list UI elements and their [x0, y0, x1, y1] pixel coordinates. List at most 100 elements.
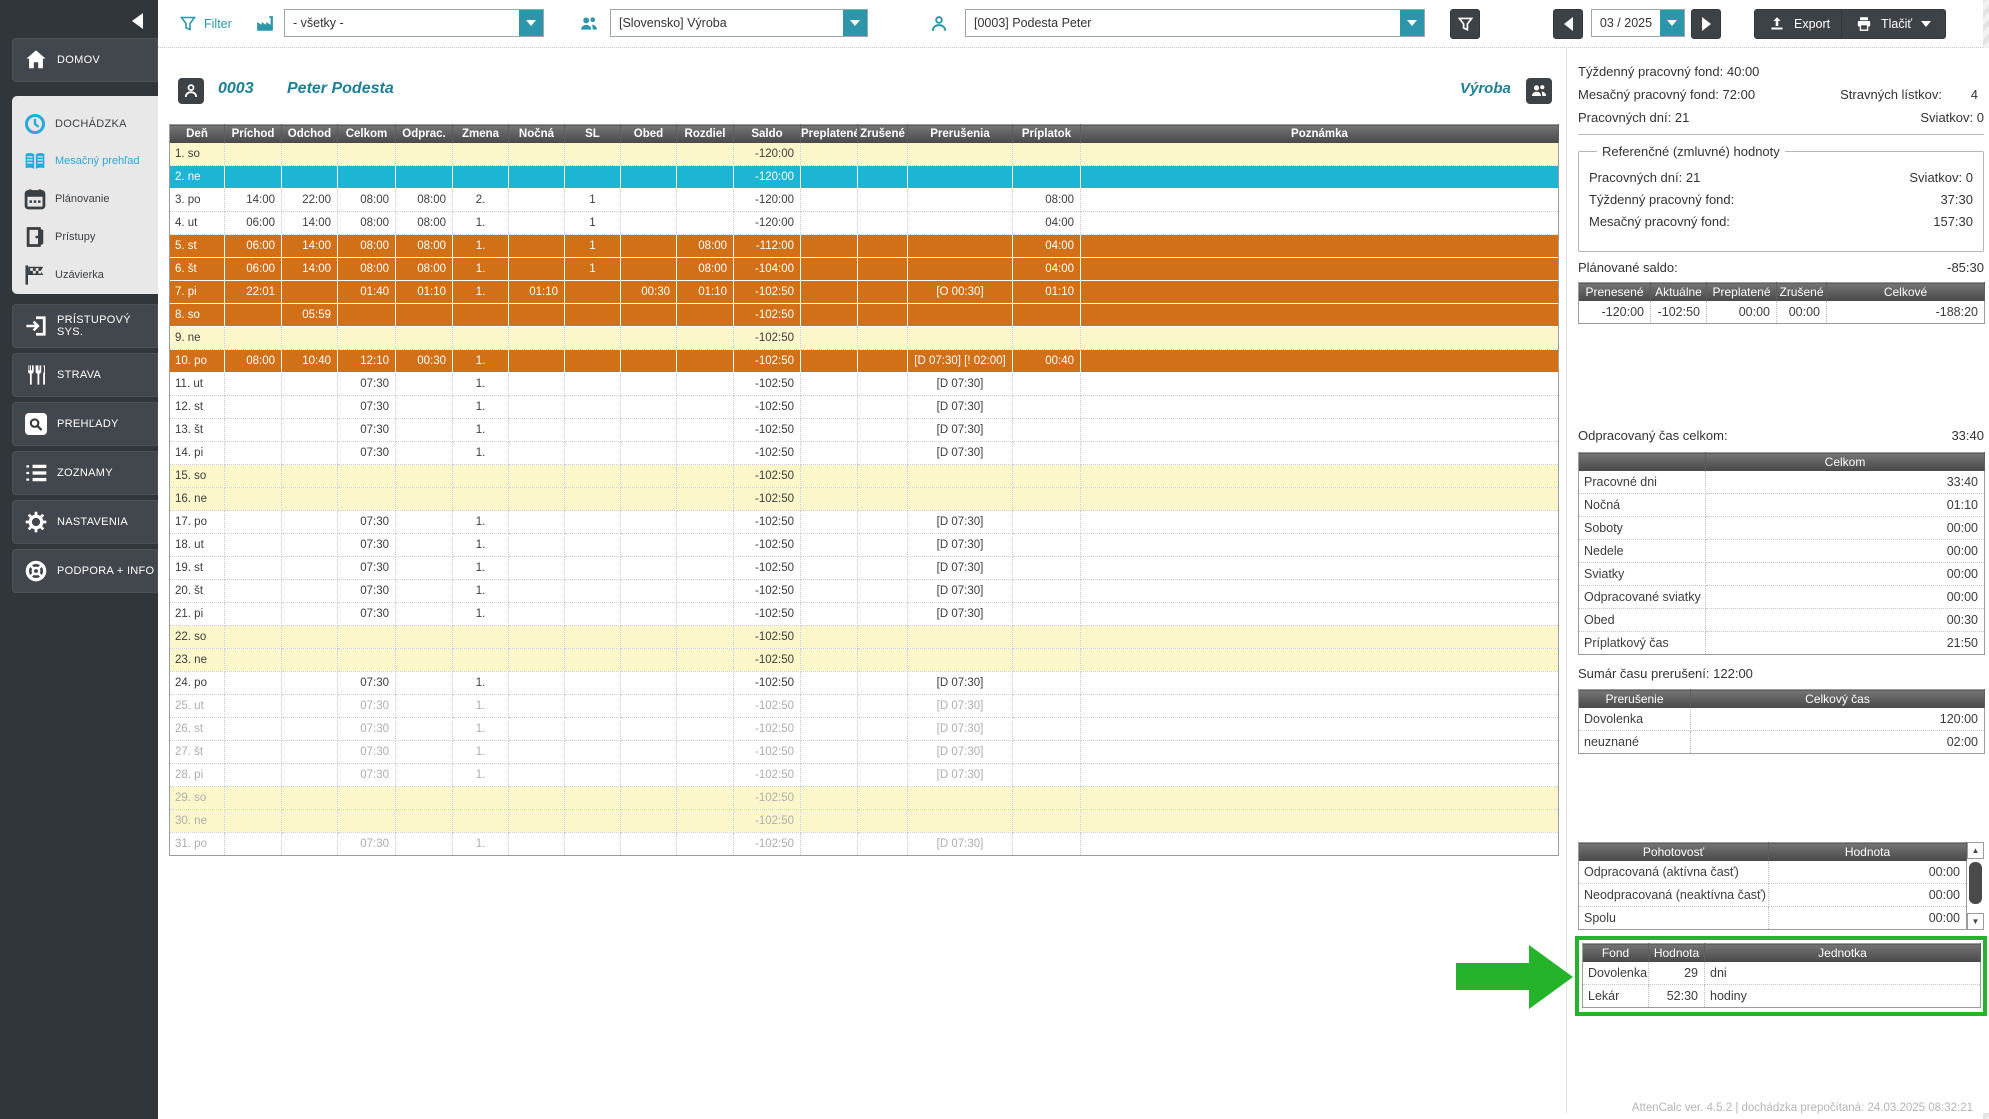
cell: 08:00 — [395, 257, 453, 281]
table-row-day-21[interactable]: 21. pi 07:30 1. -102:50 [D 07:30] — [169, 602, 1559, 626]
worked-row[interactable]: Obed 00:30 — [1578, 608, 1985, 632]
column-header[interactable]: Rozdiel — [676, 124, 734, 143]
table-row-day-30[interactable]: 30. ne -102:50 — [169, 809, 1559, 833]
table-row-day-22[interactable]: 22. so -102:50 — [169, 625, 1559, 649]
column-header[interactable]: Preplatené — [800, 124, 858, 143]
column-header[interactable]: Zmena — [452, 124, 509, 143]
column-header[interactable]: Deň — [169, 124, 225, 143]
sidebar-item-strava[interactable]: STRAVA — [12, 353, 158, 397]
worked-row[interactable]: Soboty 00:00 — [1578, 516, 1985, 540]
sidebar-collapse-button[interactable] — [128, 10, 148, 32]
sidebar-item-prehlady[interactable]: PREHĽADY — [12, 402, 158, 446]
column-header[interactable]: SL — [564, 124, 621, 143]
table-row-day-6[interactable]: 6. št 06:00 14:00 08:00 08:00 1. 1 08:00 -104:00… — [169, 257, 1559, 281]
table-row-day-19[interactable]: 19. st 07:30 1. -102:50 [D 07:30] — [169, 556, 1559, 580]
table-row-day-27[interactable]: 27. št 07:30 1. -102:50 [D 07:30] — [169, 740, 1559, 764]
column-header[interactable]: Príplatok — [1012, 124, 1081, 143]
cell — [907, 326, 1013, 350]
cell: 1. — [452, 694, 509, 718]
column-header[interactable]: Odprac. — [395, 124, 453, 143]
table-row-day-11[interactable]: 11. ut 07:30 1. -102:50 [D 07:30] — [169, 372, 1559, 396]
cell — [224, 648, 282, 672]
column-header[interactable]: Prerušenia — [907, 124, 1013, 143]
sidebar-item-mesacny-prehlad[interactable]: Mesačný prehľad — [24, 142, 158, 180]
column-header[interactable]: Odchod — [281, 124, 338, 143]
column-header[interactable]: Obed — [620, 124, 677, 143]
worked-row[interactable]: Odpracované sviatky 00:00 — [1578, 585, 1985, 609]
table-row-day-24[interactable]: 24. po 07:30 1. -102:50 [D 07:30] — [169, 671, 1559, 695]
fund-row[interactable]: Dovolenka 29 dni — [1582, 961, 1981, 985]
table-row-day-23[interactable]: 23. ne -102:50 — [169, 648, 1559, 672]
cell — [224, 418, 282, 442]
apply-filter-button[interactable] — [1450, 9, 1480, 39]
export-button[interactable]: Export — [1754, 9, 1846, 39]
table-row-day-9[interactable]: 9. ne -102:50 — [169, 326, 1559, 350]
sidebar-item-planovanie[interactable]: Plánovanie — [24, 180, 158, 218]
table-row-day-5[interactable]: 5. st 06:00 14:00 08:00 08:00 1. 1 08:00 -112:00… — [169, 234, 1559, 258]
table-row-day-15[interactable]: 15. so -102:50 — [169, 464, 1559, 488]
standby-row[interactable]: Odpracovaná (aktívna časť) 00:00 — [1578, 860, 1967, 884]
column-header[interactable]: Zrušené — [857, 124, 908, 143]
sidebar-item-zoznamy[interactable]: ZOZNAMY — [12, 451, 158, 495]
sidebar-item-domov[interactable]: DOMOV — [12, 38, 158, 82]
day-cell: 21. pi — [169, 602, 225, 626]
table-row-day-29[interactable]: 29. so -102:50 — [169, 786, 1559, 810]
table-row-day-31[interactable]: 31. po 07:30 1. -102:50 [D 07:30] — [169, 832, 1559, 856]
interruption-row[interactable]: Dovolenka 120:00 — [1578, 707, 1985, 731]
column-header[interactable]: Príchod — [224, 124, 282, 143]
cell — [676, 786, 734, 810]
table-row-day-14[interactable]: 14. pi 07:30 1. -102:50 [D 07:30] — [169, 441, 1559, 465]
next-month-button[interactable] — [1691, 9, 1721, 39]
group-select[interactable]: [Slovensko] Výroba — [610, 9, 868, 37]
table-row-day-2[interactable]: 2. ne -120:00 — [169, 165, 1559, 189]
fund-row[interactable]: Lekár 52:30 hodiny — [1582, 984, 1981, 1008]
table-row-day-17[interactable]: 17. po 07:30 1. -102:50 [D 07:30] — [169, 510, 1559, 534]
table-row-day-26[interactable]: 26. st 07:30 1. -102:50 [D 07:30] — [169, 717, 1559, 741]
worked-row[interactable]: Nedele 00:00 — [1578, 539, 1985, 563]
cell — [564, 671, 621, 695]
cell — [1080, 487, 1559, 511]
table-row-day-10[interactable]: 10. po 08:00 10:40 12:10 00:30 1. -102:50 [D 07… — [169, 349, 1559, 373]
worked-row[interactable]: Príplatkový čas 21:50 — [1578, 631, 1985, 655]
prev-month-button[interactable] — [1553, 9, 1583, 39]
employee-select[interactable]: [0003] Podesta Peter — [965, 9, 1425, 37]
print-button[interactable]: Tlačiť — [1841, 9, 1947, 39]
sidebar-item-dochadzka[interactable]: DOCHÁDZKA — [24, 106, 158, 142]
department-card-button[interactable] — [1526, 78, 1552, 104]
interruption-row[interactable]: neuznané 02:00 — [1578, 730, 1985, 754]
scrollbar-thumb[interactable] — [1969, 862, 1982, 904]
worked-row[interactable]: Nočná 01:10 — [1578, 493, 1985, 517]
table-row-day-28[interactable]: 28. pi 07:30 1. -102:50 [D 07:30] — [169, 763, 1559, 787]
table-row-day-20[interactable]: 20. št 07:30 1. -102:50 [D 07:30] — [169, 579, 1559, 603]
column-header[interactable]: Saldo — [733, 124, 801, 143]
table-row-day-25[interactable]: 25. ut 07:30 1. -102:50 [D 07:30] — [169, 694, 1559, 718]
department-select[interactable]: - všetky - — [284, 9, 544, 37]
table-row-day-16[interactable]: 16. ne -102:50 — [169, 487, 1559, 511]
sidebar-item-pristupy[interactable]: Prístupy — [24, 218, 158, 256]
sidebar-item-uzavierka[interactable]: Uzávierka — [24, 256, 158, 294]
employee-card-button[interactable] — [178, 78, 204, 104]
column-header[interactable]: Nočná — [508, 124, 565, 143]
table-row-day-18[interactable]: 18. ut 07:30 1. -102:50 [D 07:30] — [169, 533, 1559, 557]
table-row-day-12[interactable]: 12. st 07:30 1. -102:50 [D 07:30] — [169, 395, 1559, 419]
cell — [452, 786, 509, 810]
scroll-down-button[interactable]: ▼ — [1967, 913, 1984, 930]
sidebar-item-podpora-info[interactable]: PODPORA + INFO — [12, 549, 158, 593]
column-header[interactable]: Poznámka — [1080, 124, 1559, 143]
standby-row[interactable]: Spolu 00:00 — [1578, 906, 1967, 930]
table-row-day-7[interactable]: 7. pi 22:01 01:40 01:10 1. 01:10 00:30 01:10 -10… — [169, 280, 1559, 304]
table-row-day-8[interactable]: 8. so 05:59 -102:50 — [169, 303, 1559, 327]
table-row-day-3[interactable]: 3. po 14:00 22:00 08:00 08:00 2. 1 -120:00 08:00 — [169, 188, 1559, 212]
standby-row[interactable]: Neodpracovaná (neaktívna časť) 00:00 — [1578, 883, 1967, 907]
month-picker[interactable]: 03 / 2025 — [1591, 9, 1685, 37]
sidebar-item-nastavenia[interactable]: NASTAVENIA — [12, 500, 158, 544]
table-row-day-1[interactable]: 1. so -120:00 — [169, 142, 1559, 166]
worked-row[interactable]: Sviatky 00:00 — [1578, 562, 1985, 586]
column-header[interactable]: Celkom — [337, 124, 396, 143]
table-row-day-4[interactable]: 4. ut 06:00 14:00 08:00 08:00 1. 1 -120:00 04:00 — [169, 211, 1559, 235]
worked-row[interactable]: Pracovné dni 33:40 — [1578, 470, 1985, 494]
sidebar-item-pristupovy-sys[interactable]: PRÍSTUPOVÝ SYS. — [12, 304, 158, 348]
cell — [508, 441, 565, 465]
scroll-up-button[interactable]: ▲ — [1967, 842, 1984, 859]
table-row-day-13[interactable]: 13. št 07:30 1. -102:50 [D 07:30] — [169, 418, 1559, 442]
